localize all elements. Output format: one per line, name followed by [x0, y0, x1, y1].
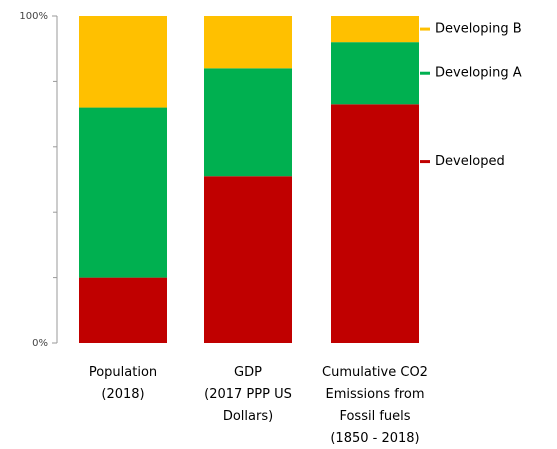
x-tick-label: Cumulative CO2 Emissions from Fossil fuels… [322, 365, 428, 446]
bar-segment [79, 277, 167, 343]
x-tick-label-line: Cumulative CO2 [322, 365, 428, 380]
x-tick-label-line: (2018) [101, 387, 144, 402]
x-tick-label-line: Population [89, 365, 157, 380]
x-tick-label: Population (2018) [89, 365, 157, 402]
bar-segment [331, 42, 419, 105]
legend-label: Developed [435, 154, 505, 169]
legend-label: Developing B [435, 22, 522, 37]
x-tick-label-line: Fossil fuels [339, 409, 410, 424]
bar-segment [204, 176, 292, 343]
bar-segment [79, 16, 167, 108]
x-tick-label-line: (2017 PPP US [204, 387, 292, 402]
bar-segment [331, 16, 419, 43]
x-tick-label-line: (1850 - 2018) [330, 431, 419, 446]
x-tick-label-line: Emissions from [326, 387, 425, 402]
bar-segment [331, 104, 419, 343]
x-tick-label-line: GDP [234, 365, 262, 380]
y-tick-label: 0% [32, 338, 48, 349]
y-tick-label: 100% [19, 11, 48, 22]
bar-segment [204, 16, 292, 69]
legend-label: Developing A [435, 66, 522, 81]
bar-segment [204, 68, 292, 177]
x-tick-label: GDP (2017 PPP US Dollars) [204, 365, 292, 424]
x-tick-label-line: Dollars) [223, 409, 273, 424]
bar-segment [79, 107, 167, 278]
